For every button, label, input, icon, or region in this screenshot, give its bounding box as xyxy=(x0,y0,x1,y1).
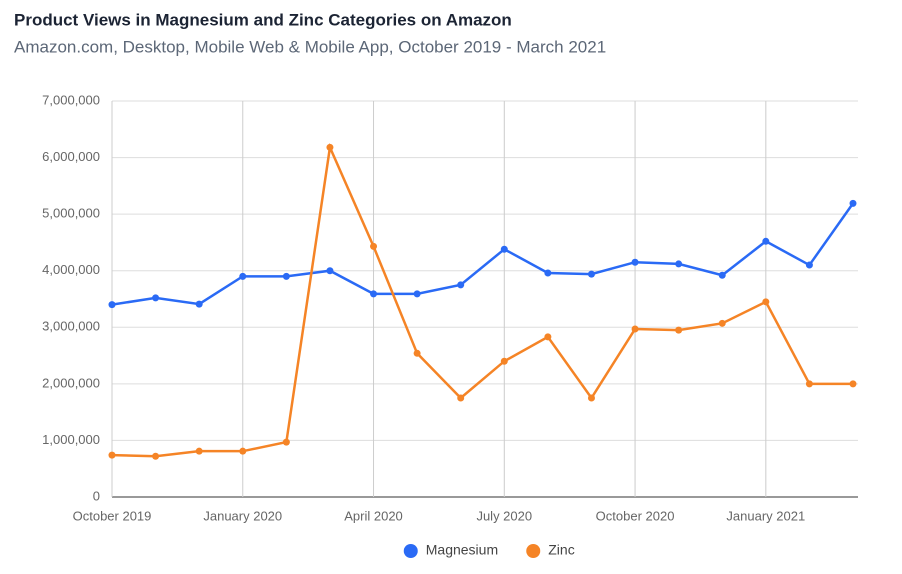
data-point xyxy=(718,319,726,327)
data-point xyxy=(282,438,290,446)
data-point xyxy=(413,349,421,357)
data-point xyxy=(457,394,465,402)
series-line xyxy=(111,202,855,306)
data-point xyxy=(152,452,160,460)
data-point xyxy=(718,271,726,279)
y-tick-label: 0 xyxy=(93,488,100,503)
data-point xyxy=(849,380,857,388)
data-point xyxy=(762,237,770,245)
x-tick-label: October 2020 xyxy=(596,508,675,523)
x-tick-label: April 2020 xyxy=(344,508,403,523)
data-point xyxy=(849,199,857,207)
data-point xyxy=(457,281,465,289)
chart-title: Product Views in Magnesium and Zinc Cate… xyxy=(14,10,512,29)
data-point xyxy=(282,272,290,280)
data-point xyxy=(326,143,334,151)
data-point xyxy=(108,451,116,459)
legend-marker xyxy=(526,544,541,558)
y-tick-label: 7,000,000 xyxy=(42,92,100,107)
chart-subtitle: Amazon.com, Desktop, Mobile Web & Mobile… xyxy=(14,37,606,56)
data-point xyxy=(805,380,813,388)
x-tick-label: July 2020 xyxy=(476,508,532,523)
data-point xyxy=(108,301,116,309)
data-point xyxy=(152,294,160,302)
legend-marker xyxy=(403,544,418,558)
data-point xyxy=(675,326,683,334)
data-point xyxy=(631,258,639,266)
data-point xyxy=(239,272,247,280)
x-tick-label: January 2021 xyxy=(726,508,805,523)
data-point xyxy=(544,269,552,277)
data-point xyxy=(239,447,247,455)
data-point xyxy=(370,290,378,298)
data-point xyxy=(195,300,203,308)
y-tick-label: 3,000,000 xyxy=(42,319,100,334)
y-tick-label: 6,000,000 xyxy=(42,149,100,164)
data-point xyxy=(544,333,552,341)
series-line xyxy=(111,142,853,458)
data-point xyxy=(631,325,639,333)
y-tick-label: 5,000,000 xyxy=(42,206,100,221)
data-point xyxy=(413,290,421,298)
data-point xyxy=(500,357,508,365)
data-point xyxy=(326,267,334,275)
data-point xyxy=(675,260,683,268)
data-point xyxy=(805,261,813,269)
y-tick-label: 1,000,000 xyxy=(42,432,100,447)
legend-label: Zinc xyxy=(548,542,574,558)
data-point xyxy=(195,447,203,455)
data-point xyxy=(500,245,508,253)
data-point xyxy=(587,270,595,278)
legend-label: Magnesium xyxy=(426,542,498,558)
data-point xyxy=(587,394,595,402)
data-point xyxy=(762,298,770,306)
x-tick-label: October 2019 xyxy=(73,508,152,523)
y-tick-label: 2,000,000 xyxy=(42,375,100,390)
data-point xyxy=(370,242,378,250)
x-tick-label: January 2020 xyxy=(203,508,282,523)
y-tick-label: 4,000,000 xyxy=(42,262,100,277)
